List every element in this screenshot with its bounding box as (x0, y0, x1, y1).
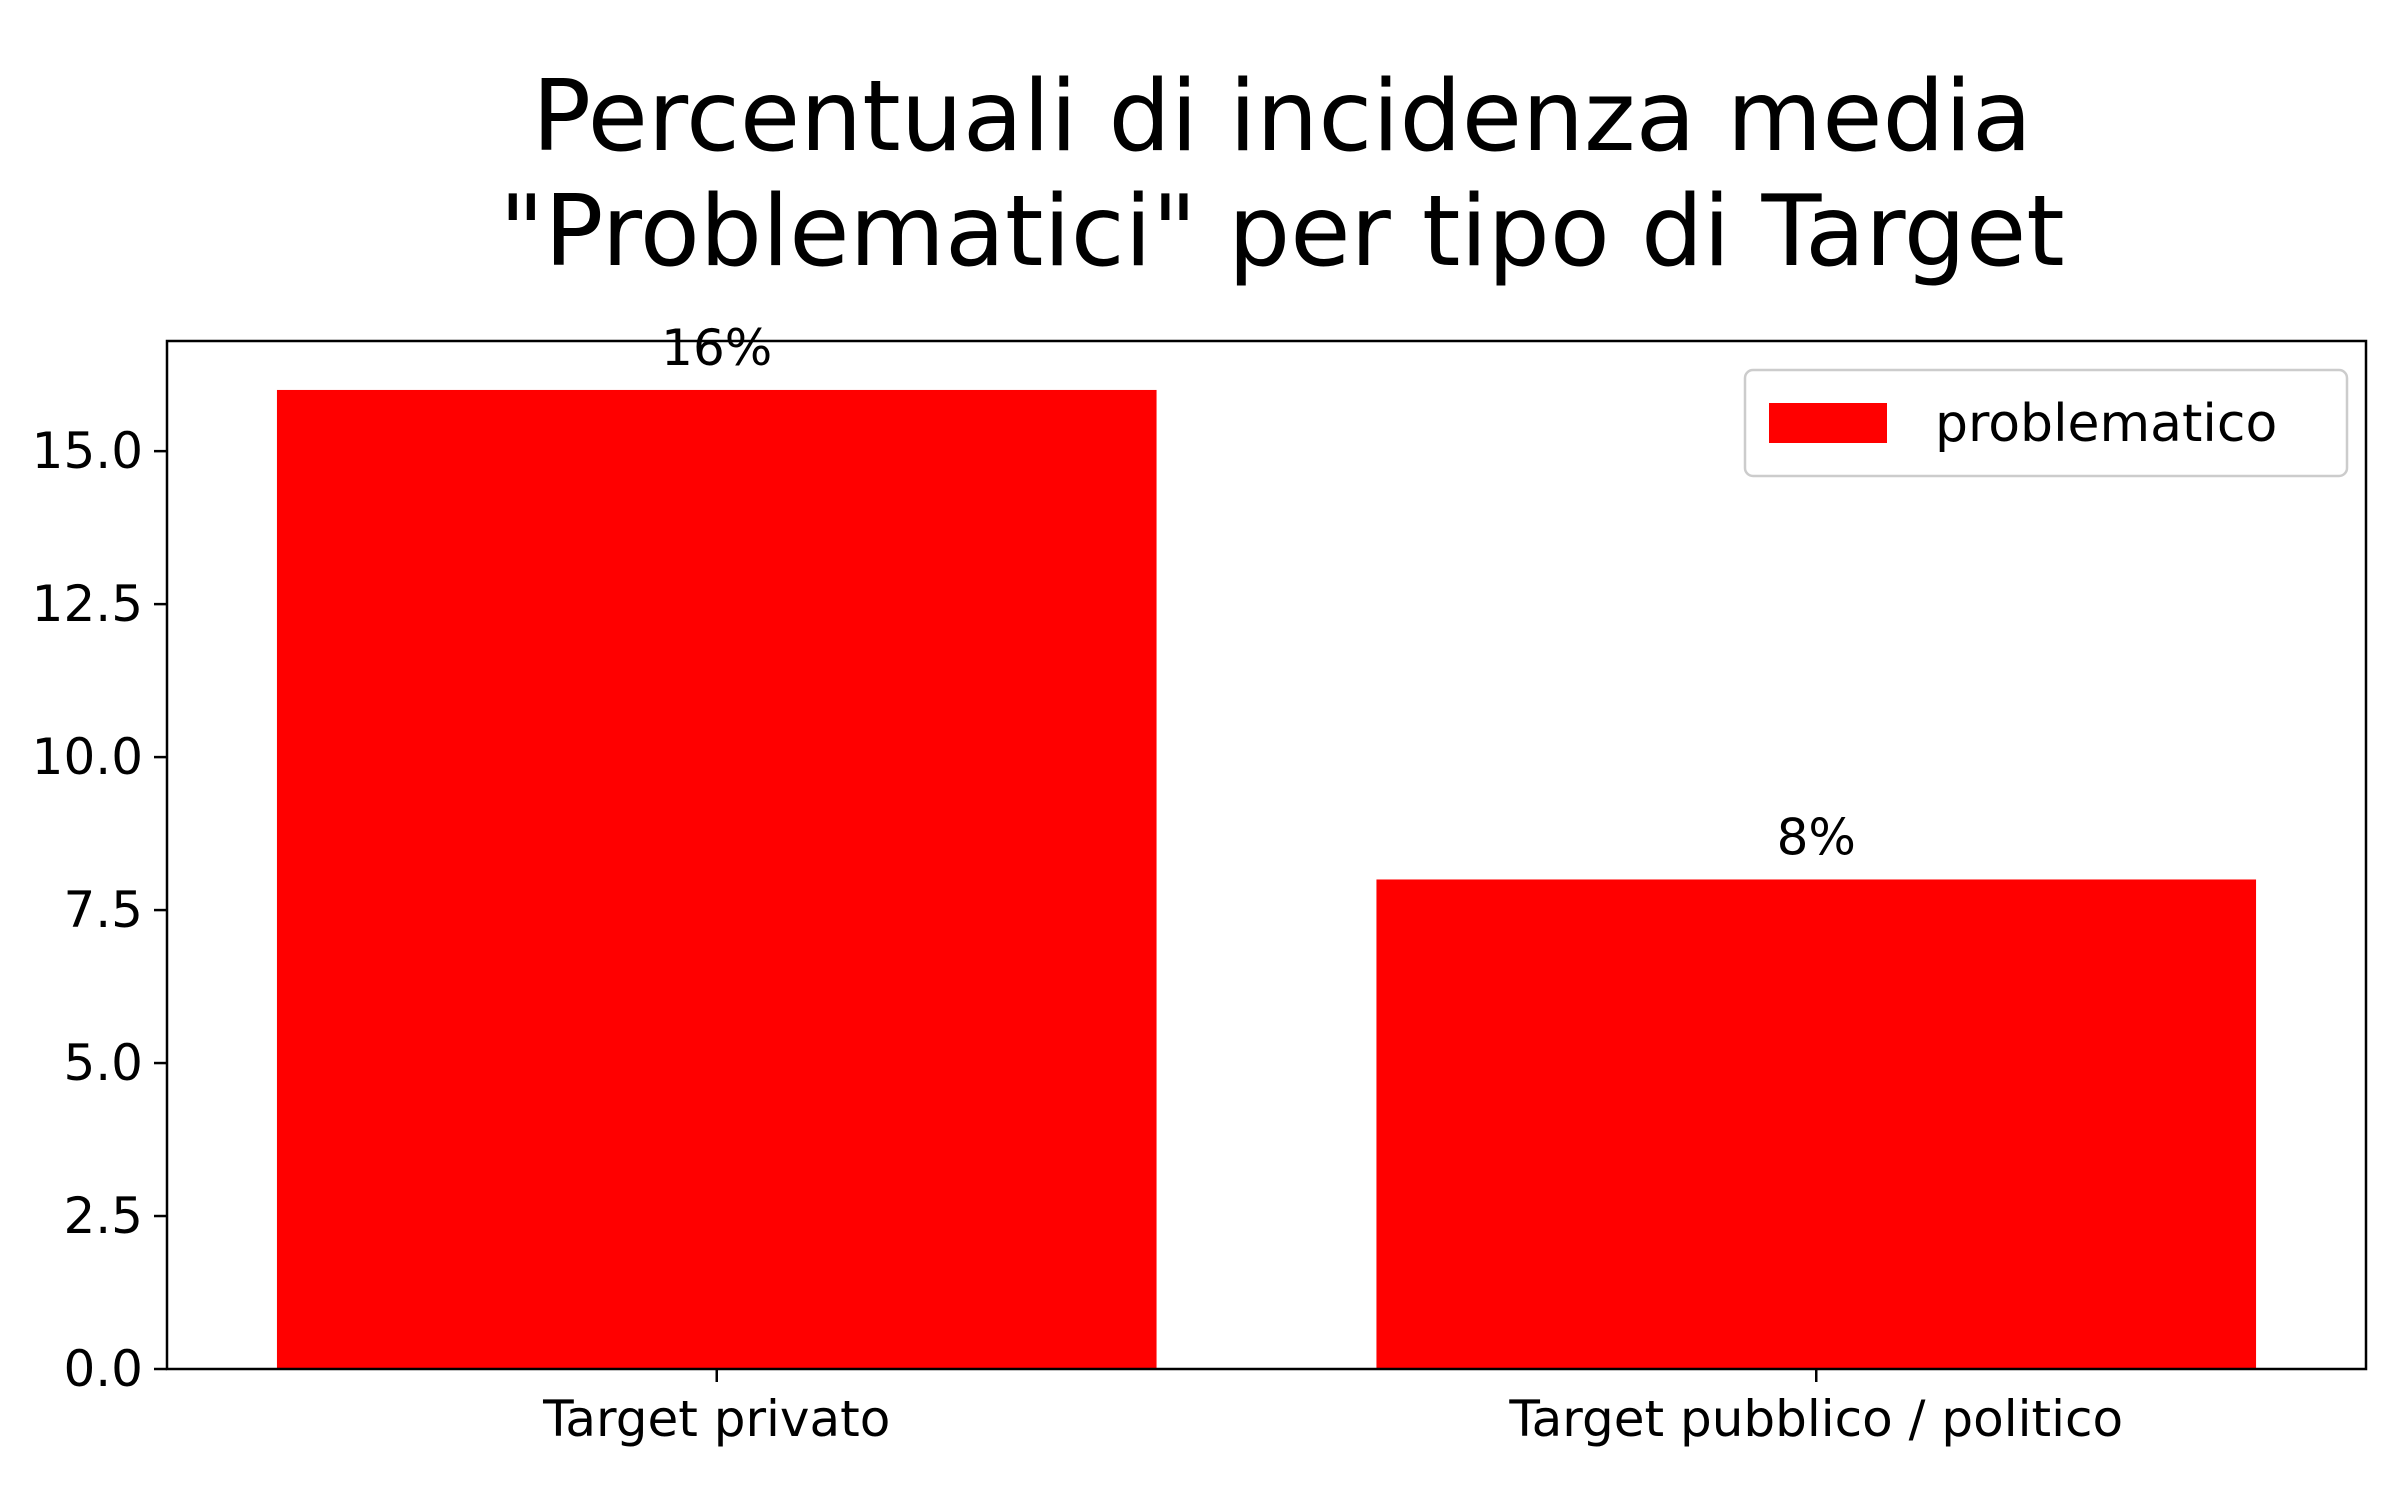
x-axis: Target privato Target pubblico / politico (542, 1369, 2123, 1448)
bar-2 (1376, 879, 2257, 1369)
bars-layer (276, 389, 2257, 1369)
legend-swatch (1769, 403, 1887, 443)
y-tick-label-1: 0.0 (63, 1340, 143, 1398)
y-tick-label-2: 2.5 (63, 1187, 143, 1245)
data-label-1: 16% (661, 319, 772, 377)
data-label-2: 8% (1777, 808, 1856, 866)
x-tick-label-2: Target pubblico / politico (1508, 1390, 2123, 1448)
data-labels-layer: 16% 8% (661, 319, 1856, 867)
legend-box (1743, 368, 2349, 478)
y-axis: 0.0 2.5 5.0 7.5 10.0 12.5 15.0 (32, 422, 167, 1398)
chart-title: Percentuali di incidenza media "Problema… (499, 60, 2064, 289)
legend-label: problematico (1935, 394, 2277, 454)
y-tick-label-7: 15.0 (32, 422, 143, 480)
bar-1 (276, 389, 1157, 1369)
chart-title-line-2: "Problematici" per tipo di Target (499, 175, 2064, 289)
y-tick-label-4: 7.5 (63, 881, 143, 939)
x-tick-label-1: Target privato (542, 1390, 890, 1448)
y-tick-label-5: 10.0 (32, 728, 143, 786)
y-tick-label-6: 12.5 (32, 575, 143, 633)
legend: problematico (1743, 368, 2349, 478)
plot-area-frame (165, 339, 2368, 1371)
chart-title-line-1: Percentuali di incidenza media (532, 60, 2032, 174)
y-tick-label-3: 5.0 (63, 1034, 143, 1092)
